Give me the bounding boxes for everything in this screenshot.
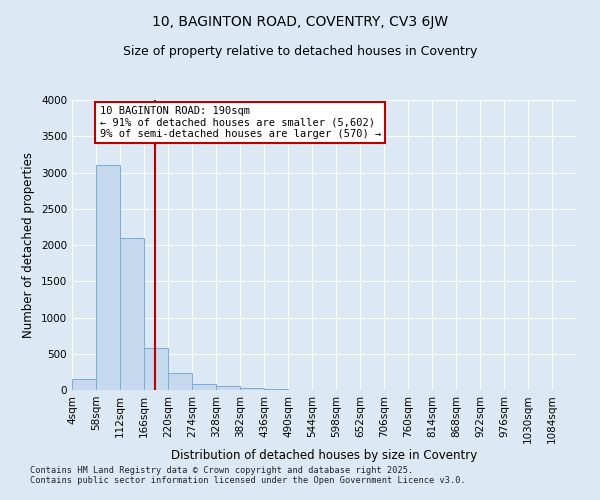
Bar (192, 384, 216, 390)
Text: 10 BAGINTON ROAD: 190sqm
← 91% of detached houses are smaller (5,602)
9% of semi: 10 BAGINTON ROAD: 190sqm ← 91% of detach… (100, 106, 381, 139)
Bar (168, 372, 192, 390)
X-axis label: Distribution of detached houses by size in Coventry: Distribution of detached houses by size … (171, 449, 477, 462)
Bar (216, 386, 240, 390)
Y-axis label: Number of detached properties: Number of detached properties (22, 152, 35, 338)
Text: Size of property relative to detached houses in Coventry: Size of property relative to detached ho… (123, 45, 477, 58)
Bar (144, 348, 168, 390)
Bar (120, 238, 144, 390)
Text: Contains HM Land Registry data © Crown copyright and database right 2025.
Contai: Contains HM Land Registry data © Crown c… (30, 466, 466, 485)
Bar (240, 388, 264, 390)
Bar (72, 379, 96, 390)
Bar (264, 388, 288, 390)
Bar (96, 166, 120, 390)
Text: 10, BAGINTON ROAD, COVENTRY, CV3 6JW: 10, BAGINTON ROAD, COVENTRY, CV3 6JW (152, 15, 448, 29)
